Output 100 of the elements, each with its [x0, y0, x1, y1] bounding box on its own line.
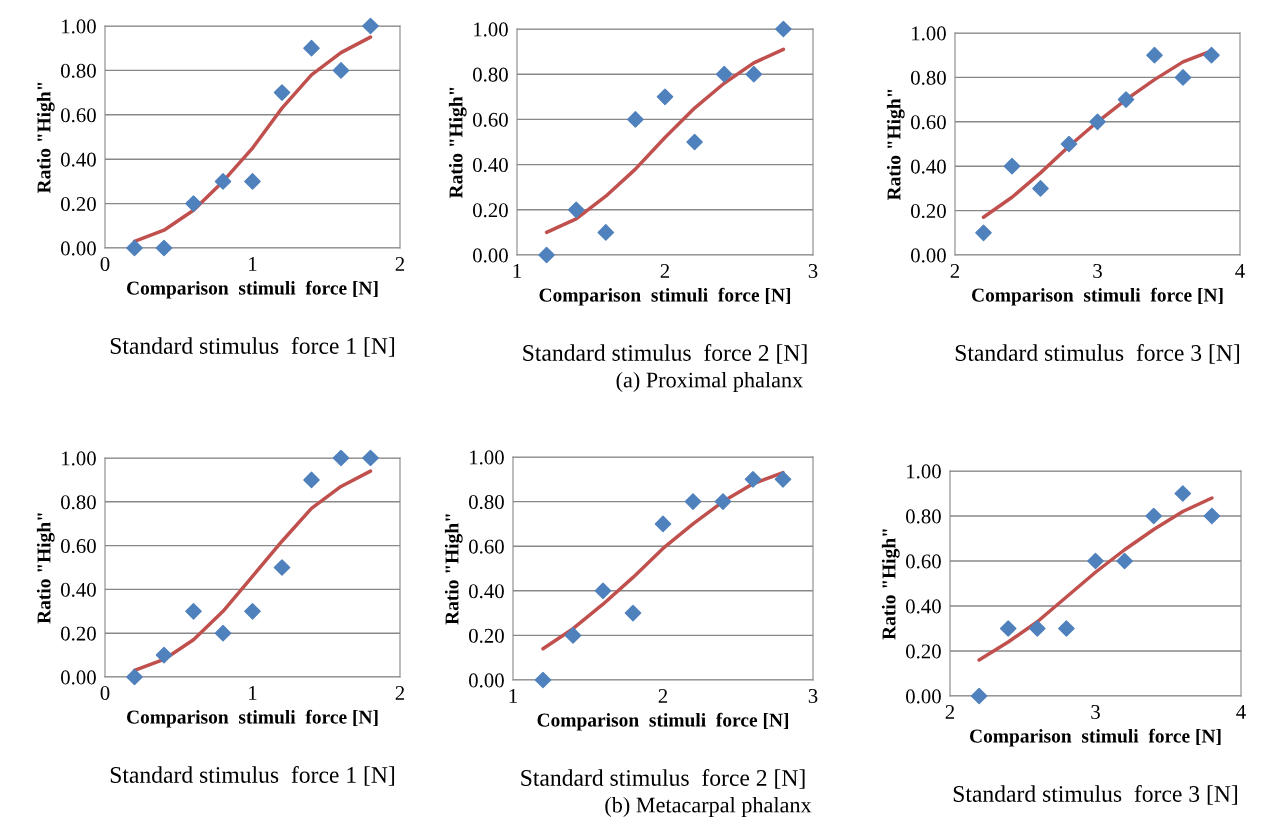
- x-axis-title: Comparison stimuli force [N]: [971, 287, 1223, 306]
- y-tick-label: 0.00: [906, 689, 941, 704]
- y-tick-label: 0.00: [469, 673, 504, 688]
- y-tick-label: 0.20: [61, 196, 96, 212]
- point: [1087, 552, 1104, 570]
- point: [214, 173, 232, 190]
- point: [332, 62, 350, 79]
- point: [332, 449, 350, 467]
- x-tick-label: 3: [808, 688, 818, 703]
- x-tick-label: 2: [660, 263, 670, 278]
- point: [538, 246, 555, 264]
- y-tick-label: 0.00: [473, 248, 508, 263]
- point: [597, 224, 615, 241]
- point: [1117, 91, 1135, 108]
- point: [273, 84, 291, 101]
- y-tick-label: 0.20: [469, 628, 504, 643]
- y-axis-title: Ratio "High": [36, 513, 55, 624]
- point: [1058, 620, 1075, 637]
- point: [774, 470, 792, 488]
- point: [1174, 69, 1192, 86]
- point: [362, 449, 379, 467]
- y-tick-label: 1.00: [474, 22, 508, 37]
- y-tick-label: 0.80: [61, 495, 96, 510]
- y-tick-label: 0.60: [911, 115, 946, 130]
- point: [1174, 485, 1192, 502]
- point: [654, 515, 672, 533]
- y-tick-label: 0.60: [61, 538, 96, 554]
- x-tick-label: 3: [1091, 704, 1100, 719]
- point: [1060, 135, 1078, 153]
- y-tick-label: 1.00: [912, 26, 946, 41]
- x-axis-title: Comparison stimuli force [N]: [969, 728, 1221, 747]
- y-tick-label: 0.80: [473, 67, 508, 82]
- line-series: [977, 496, 1214, 662]
- point: [155, 239, 173, 257]
- x-tick-label: 3: [1093, 263, 1102, 278]
- point: [1032, 180, 1049, 197]
- y-tick-label: 0.60: [473, 112, 508, 127]
- point: [999, 620, 1017, 637]
- point: [686, 133, 703, 151]
- x-tick-label: 0: [100, 685, 110, 700]
- x-axis-title: Comparison stimuli force [N]: [539, 287, 791, 306]
- y-tick-label: 0.40: [473, 157, 508, 173]
- point: [567, 201, 585, 219]
- y-tick-label: 0.20: [906, 644, 941, 659]
- point: [564, 627, 582, 644]
- point: [744, 470, 762, 488]
- point: [627, 111, 644, 128]
- point: [684, 493, 702, 510]
- point: [303, 39, 320, 57]
- line-series: [544, 47, 786, 235]
- point: [126, 668, 143, 686]
- point: [970, 687, 988, 705]
- point: [714, 493, 732, 510]
- text: Standard stimulus force 1 [N]: [110, 337, 395, 357]
- y-tick-label: 0.00: [61, 241, 96, 256]
- x-tick-label: 1: [249, 686, 257, 700]
- y-axis-title: Ratio "High": [448, 87, 467, 199]
- y-tick-label: 0.40: [469, 584, 504, 599]
- point: [1203, 46, 1220, 64]
- y-tick-label: 0.00: [911, 248, 946, 263]
- text: Standard stimulus force 2 [N]: [521, 769, 805, 789]
- y-tick-label: 0.20: [61, 626, 96, 641]
- x-tick-label: 1: [509, 689, 517, 703]
- point: [534, 671, 552, 689]
- y-tick-label: 0.40: [61, 582, 96, 597]
- text: (a) Proximal phalanx: [616, 371, 803, 393]
- point: [745, 65, 763, 83]
- x-tick-label: 0: [100, 256, 110, 271]
- y-tick-label: 0.80: [906, 509, 941, 524]
- y-tick-label: 0.80: [469, 494, 504, 510]
- point: [594, 582, 612, 600]
- point: [244, 173, 261, 190]
- point: [975, 224, 992, 242]
- point: [1146, 46, 1163, 64]
- point: [1203, 507, 1221, 525]
- point: [244, 602, 261, 620]
- y-tick-label: 0.60: [61, 108, 96, 123]
- text: Standard stimulus force 3 [N]: [955, 344, 1240, 364]
- point: [656, 88, 674, 106]
- point: [715, 65, 733, 83]
- x-tick-label: 2: [950, 263, 960, 278]
- y-axis-title: Ratio "High": [886, 89, 905, 201]
- x-axis-title: Comparison stimuli force [N]: [126, 280, 378, 299]
- text: (b) Metacarpal phalanx: [605, 796, 812, 818]
- y-tick-label: 1.00: [470, 450, 504, 465]
- y-axis-title: Ratio "High": [881, 529, 900, 640]
- text: Standard stimulus force 2 [N]: [523, 344, 807, 364]
- y-axis-title: Ratio "High": [444, 514, 463, 625]
- point: [273, 559, 291, 576]
- y-tick-label: 0.40: [61, 152, 96, 167]
- point: [1116, 552, 1133, 570]
- y-tick-label: 1.00: [62, 19, 96, 34]
- x-axis-title: Comparison stimuli force [N]: [126, 709, 378, 728]
- y-tick-label: 1.00: [62, 451, 96, 466]
- x-axis-title: Comparison stimuli force [N]: [537, 712, 789, 731]
- x-tick-label: 2: [658, 688, 668, 703]
- point: [1145, 507, 1163, 525]
- y-axis-title: Ratio "High": [36, 82, 55, 194]
- point: [185, 602, 202, 620]
- x-tick-label: 1: [249, 257, 257, 271]
